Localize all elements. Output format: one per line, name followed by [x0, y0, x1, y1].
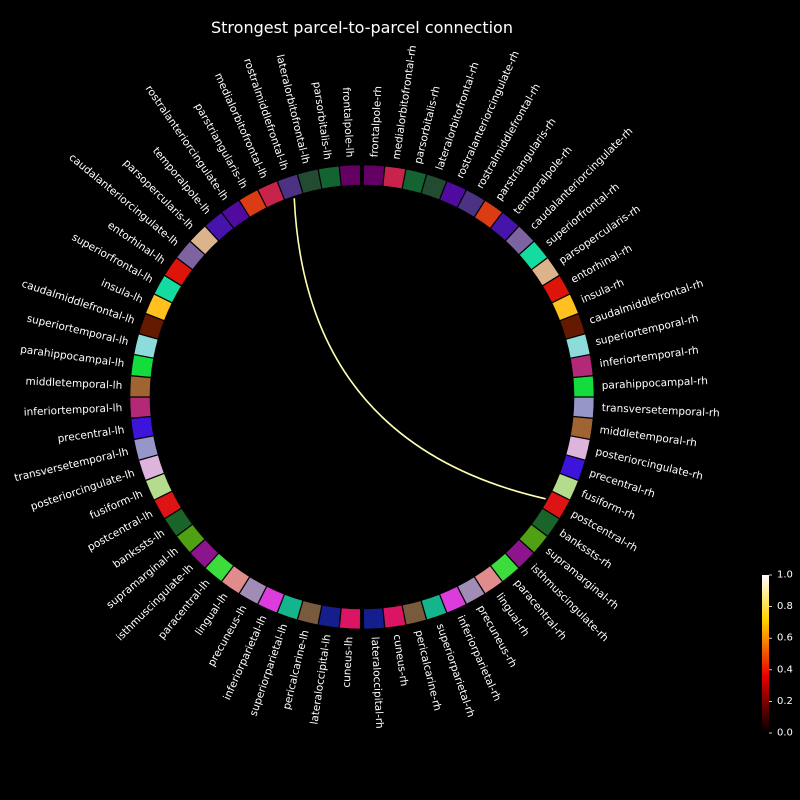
chart-title: Strongest parcel-to-parcel connection	[211, 18, 513, 37]
node-superiorfrontal-lh	[153, 275, 182, 303]
label-transversetemporal-rh: transversetemporal-rh	[601, 402, 719, 419]
node-middletemporal-rh	[570, 416, 594, 440]
node-frontalpole-rh	[363, 164, 385, 187]
node-caudalanteriorcingulate-lh	[176, 241, 206, 270]
node-lingual-rh	[474, 565, 503, 594]
node-insula-rh	[551, 293, 579, 321]
nodes-layer	[129, 164, 595, 630]
node-rostralanteriorcingulate-lh	[221, 200, 250, 229]
node-precentral-lh	[130, 416, 154, 440]
node-precuneus-rh	[457, 576, 486, 605]
node-fusiform-lh	[145, 473, 173, 501]
node-transversetemporal-lh	[133, 435, 159, 461]
node-isthmuscingulate-lh	[189, 539, 219, 569]
node-pericalcarine-rh	[402, 600, 427, 626]
node-inferiortemporal-lh	[129, 397, 152, 419]
node-inferiorparietal-rh	[439, 586, 467, 614]
label-parahippocampal-rh: parahippocampal-rh	[601, 375, 708, 392]
connections-layer	[293, 198, 546, 500]
colorbar: 0.0 0.2 0.4 0.6 0.8 1.0	[762, 570, 793, 739]
node-medialorbitofrontal-rh	[382, 165, 406, 190]
node-inferiortemporal-rh	[570, 354, 594, 378]
node-frontalpole-lh	[339, 164, 361, 187]
node-fusiform-rh	[551, 473, 579, 501]
colorbar-tick-label: 0.8	[777, 601, 793, 612]
label-frontalpole-rh: frontalpole-rh	[369, 86, 385, 158]
node-rostralanteriorcingulate-rh	[439, 180, 467, 208]
colorbar-gradient	[762, 575, 769, 733]
node-supramarginal-rh	[518, 524, 548, 553]
label-inferiortemporal-lh: inferiortemporal-lh	[23, 402, 122, 419]
node-temporalpole-lh	[204, 212, 234, 242]
node-lateraloccipital-rh	[363, 607, 385, 630]
node-caudalmiddlefrontal-rh	[559, 313, 586, 340]
node-parsorbitalis-rh	[402, 168, 427, 194]
label-cuneus-lh: cuneus-lh	[341, 636, 356, 688]
node-medialorbitofrontal-lh	[257, 180, 285, 208]
node-cuneus-lh	[339, 607, 361, 630]
node-rostralmiddlefrontal-lh	[277, 173, 303, 200]
node-insula-lh	[145, 293, 173, 321]
node-entorhinal-rh	[542, 275, 571, 303]
node-parsorbitalis-lh	[318, 165, 342, 190]
colorbar-tick-label: 0.2	[777, 696, 793, 707]
node-parahippocampal-rh	[572, 375, 595, 397]
node-pericalcarine-lh	[297, 600, 322, 626]
node-lateraloccipital-lh	[318, 604, 342, 629]
node-lateralorbitofrontal-rh	[421, 173, 447, 200]
node-bankssts-rh	[531, 508, 560, 537]
node-paracentral-rh	[490, 552, 520, 582]
node-paracentral-lh	[204, 552, 234, 582]
label-middletemporal-lh: middletemporal-lh	[25, 376, 122, 392]
node-caudalanteriorcingulate-rh	[505, 225, 535, 255]
colorbar-tick-label: 0.4	[777, 664, 793, 675]
node-temporalpole-rh	[490, 212, 520, 242]
node-rostralmiddlefrontal-rh	[457, 189, 486, 218]
node-precentral-rh	[559, 454, 586, 481]
node-bankssts-lh	[164, 508, 193, 537]
node-parstriangularis-lh	[238, 189, 267, 218]
connection-0	[293, 198, 546, 500]
label-frontalpole-lh: frontalpole-lh	[340, 87, 356, 158]
node-postcentral-rh	[542, 491, 571, 519]
node-entorhinal-lh	[164, 257, 193, 286]
node-cuneus-rh	[382, 604, 406, 629]
node-posteriorcingulate-lh	[138, 454, 165, 481]
node-parahippocampal-lh	[130, 354, 154, 378]
node-inferiorparietal-lh	[257, 586, 285, 614]
colorbar-tick-label: 0.6	[777, 633, 793, 644]
node-parstriangularis-rh	[474, 200, 503, 229]
node-postcentral-lh	[153, 491, 182, 519]
node-precuneus-lh	[238, 576, 267, 605]
node-superiorparietal-rh	[421, 594, 447, 621]
label-lateraloccipital-rh: lateraloccipital-rh	[369, 636, 386, 729]
node-parsopercularis-rh	[531, 257, 560, 286]
node-isthmuscingulate-rh	[505, 539, 535, 569]
node-superiorfrontal-rh	[518, 241, 548, 270]
node-posteriorcingulate-rh	[565, 435, 591, 461]
node-superiortemporal-lh	[133, 333, 159, 359]
node-middletemporal-lh	[129, 375, 152, 397]
node-lateralorbitofrontal-lh	[297, 168, 322, 194]
node-parsopercularis-lh	[189, 225, 219, 255]
node-lingual-lh	[221, 565, 250, 594]
node-superiorparietal-lh	[277, 594, 303, 621]
node-superiortemporal-rh	[565, 333, 591, 359]
node-transversetemporal-rh	[572, 397, 595, 419]
colorbar-tick-label: 0.0	[777, 728, 793, 739]
node-supramarginal-lh	[176, 524, 206, 553]
node-caudalmiddlefrontal-lh	[138, 313, 165, 340]
colorbar-tick-label: 1.0	[777, 570, 793, 581]
